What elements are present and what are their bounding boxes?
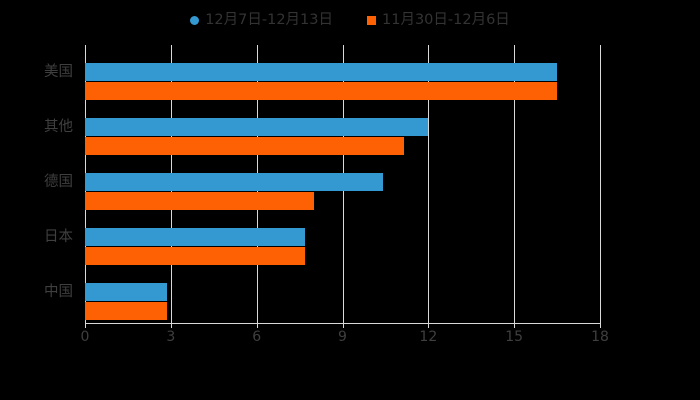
bar-series-2-category-1[interactable] xyxy=(85,137,404,155)
gridline-12 xyxy=(428,45,430,323)
x-tick-label-3: 3 xyxy=(166,329,176,345)
category-label-4: 中国 xyxy=(44,283,73,300)
legend-marker-square-icon xyxy=(367,15,376,25)
bars-layer: 美国 其他 德国 日本 中国 xyxy=(44,45,600,323)
chart-legend: 12月7日-12月13日 11月30日-12月6日 xyxy=(0,8,700,32)
legend-item-series-2[interactable]: 11月30日-12月6日 xyxy=(367,13,510,28)
x-tick-mark-12 xyxy=(428,323,430,328)
gridline-15 xyxy=(514,45,516,323)
x-tick-mark-9 xyxy=(342,323,344,328)
category-label-3: 日本 xyxy=(44,228,73,245)
legend-label-series-2: 11月30日-12月6日 xyxy=(382,11,510,28)
bar-series-2-category-3[interactable] xyxy=(85,247,306,265)
legend-item-series-1[interactable]: 12月7日-12月13日 xyxy=(190,13,333,28)
category-label-1: 其他 xyxy=(44,118,73,135)
gridline-18 xyxy=(600,45,601,323)
x-tick-label-0: 0 xyxy=(80,329,90,345)
legend-marker-circle-icon xyxy=(190,15,200,25)
x-tick-mark-0 xyxy=(85,323,86,328)
x-tick-mark-6 xyxy=(256,323,258,328)
x-tick-mark-15 xyxy=(514,323,516,328)
bar-series-2-category-2[interactable] xyxy=(85,192,314,210)
bar-series-1-category-2[interactable] xyxy=(85,173,383,191)
bar-series-1-category-1[interactable] xyxy=(85,118,429,136)
x-tick-label-6: 6 xyxy=(252,329,262,345)
x-tick-mark-18 xyxy=(600,323,601,328)
x-tick-label-12: 12 xyxy=(419,329,438,345)
x-tick-label-18: 18 xyxy=(591,329,609,345)
x-tick-mark-3 xyxy=(170,323,172,328)
legend-label-series-1: 12月7日-12月13日 xyxy=(205,11,333,28)
category-label-2: 德国 xyxy=(44,173,73,190)
bar-series-1-category-3[interactable] xyxy=(85,228,306,246)
bar-series-1-category-4[interactable] xyxy=(85,283,167,301)
x-tick-label-9: 9 xyxy=(338,329,347,345)
x-tick-label-15: 15 xyxy=(505,329,524,345)
bar-series-1-category-0[interactable] xyxy=(85,63,558,81)
bar-series-2-category-4[interactable] xyxy=(85,302,167,320)
bar-series-2-category-0[interactable] xyxy=(85,82,558,100)
category-label-0: 美国 xyxy=(44,63,73,80)
